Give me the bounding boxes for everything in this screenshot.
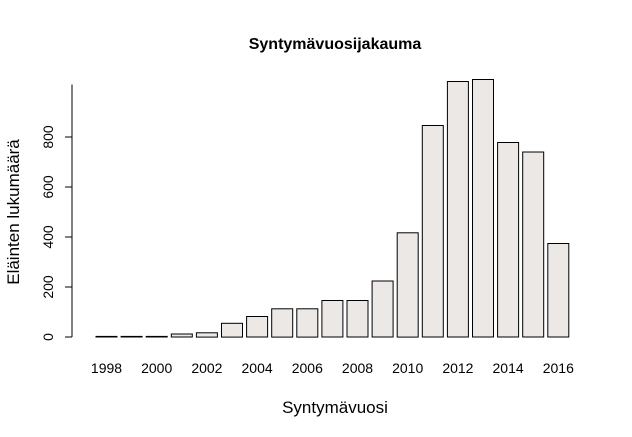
x-axis-labels: 1998 2000 2002 2004 2006 2008 2010 2012 2014 2016: [91, 360, 574, 376]
bar-2004: [246, 316, 269, 338]
bars-layer: [95, 79, 570, 338]
y-axis: 0 200 400 600 800: [40, 84, 73, 341]
bar-2008: [346, 300, 369, 338]
y-tick-label: 800: [40, 125, 56, 149]
x-tick-label-2010: 2010: [392, 360, 423, 376]
x-tick-label-2008: 2008: [342, 360, 373, 376]
x-tick-label-1998: 1998: [91, 360, 122, 376]
bar-2015: [522, 151, 545, 338]
bar-2010: [396, 232, 419, 338]
x-tick-label-2006: 2006: [292, 360, 323, 376]
y-tick-label: 600: [40, 175, 56, 199]
bar-2003: [221, 322, 243, 338]
bar-2014: [497, 142, 520, 338]
bar-2011: [421, 125, 444, 338]
bar-2012: [446, 81, 469, 338]
bar-2016: [547, 243, 570, 338]
y-tick-label: 200: [40, 275, 56, 299]
bar-2001: [170, 333, 193, 338]
y-axis-title: Eläinten lukumäärä: [4, 139, 23, 285]
bar-2013: [472, 79, 494, 338]
y-tick-label: 0: [40, 333, 56, 341]
x-tick-label-2016: 2016: [543, 360, 574, 376]
x-tick-label-2014: 2014: [493, 360, 524, 376]
bar-2007: [321, 300, 344, 338]
y-tick-label: 400: [40, 225, 56, 249]
bar-2002: [195, 332, 218, 338]
x-tick-label-2012: 2012: [442, 360, 473, 376]
x-tick-label-2000: 2000: [141, 360, 172, 376]
bar-2005: [271, 308, 294, 338]
bar-2000: [145, 335, 168, 338]
bar-1998: [95, 335, 118, 338]
x-axis-title: Syntymävuosi: [282, 398, 388, 417]
bar-2006: [296, 308, 319, 338]
chart-title: Syntymävuosijakauma: [249, 36, 422, 53]
x-tick-label-2002: 2002: [191, 360, 222, 376]
bar-1999: [120, 335, 143, 338]
x-tick-label-2004: 2004: [242, 360, 273, 376]
bar-2009: [371, 280, 394, 338]
